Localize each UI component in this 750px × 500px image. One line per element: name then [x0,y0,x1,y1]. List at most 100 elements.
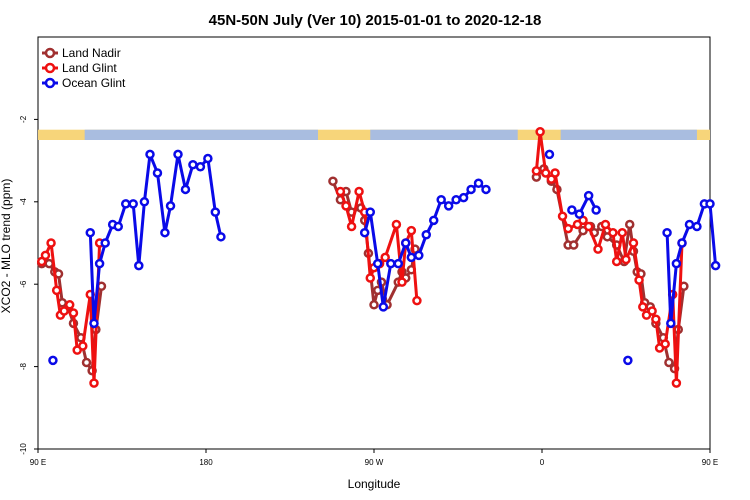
data-point [400,238,411,248]
data-point [68,308,79,318]
data-point [85,227,96,238]
x-axis: 90 E 180 90 W 0 90 E [30,449,718,467]
data-point [152,168,163,178]
data-point [563,223,573,234]
data-point [436,194,446,205]
data-point [406,252,417,263]
data-point [624,219,635,230]
ocean-bar-segment [560,129,697,140]
data-point [662,227,672,238]
legend-marker [44,62,56,74]
y-tick-label: -8 [19,362,28,370]
data-point [583,190,594,201]
y-tick-label: -6 [19,280,28,288]
y-axis: -2 -4 -6 -8 -10 [19,115,38,455]
data-point [473,178,484,189]
data-point [638,302,648,312]
y-axis-label: XCO2 - MLO trend (ppm) [0,179,13,314]
data-point [557,211,568,221]
data-point [128,199,138,209]
data-point [481,184,491,195]
data-point [165,201,176,211]
data-point [531,166,542,176]
data-point [48,355,58,366]
data-point [203,153,213,164]
data-point [664,357,674,368]
data-point [188,159,198,170]
data-point [651,314,661,324]
ocean-bar-segment [84,129,319,140]
data-point [458,192,469,203]
data-point [359,227,370,238]
data-point [195,162,206,172]
data-point [145,149,155,160]
data-point [113,221,124,232]
data-point [623,355,633,366]
data-point [365,207,376,217]
x-tick-label: 90 E [702,458,718,467]
x-tick-label: 180 [199,458,213,467]
data-point [544,149,555,160]
x-tick-label: 90 E [30,458,46,467]
data-point [591,205,601,215]
data-point [671,378,682,388]
data-point [692,221,702,232]
data-point [346,221,357,232]
data-point [335,186,346,197]
legend-marker [44,77,56,89]
data-point [397,277,407,287]
data-point [64,300,75,310]
legend-label: Land Nadir [62,46,121,60]
data-point [354,186,364,197]
series-layer [36,127,721,388]
data-point [160,227,170,238]
data-point [540,168,551,178]
series-line [88,152,223,325]
data-point [51,285,62,296]
data-point [421,230,432,240]
data-point [406,225,417,236]
x-tick-label: 90 W [365,458,384,467]
data-point [78,341,88,351]
data-point [89,318,99,329]
data-point [210,207,221,217]
data-point [593,244,603,254]
data-point [44,258,54,269]
data-point [628,238,639,248]
data-point [134,260,144,271]
data-point [617,227,628,238]
data-point [380,252,390,263]
ocean-bar-segment [370,129,518,140]
data-point [341,201,351,211]
data-point [173,149,183,160]
data-point [583,221,594,232]
data-point [414,250,424,261]
chart-title: 45N-50N July (Ver 10) 2015-01-01 to 2020… [209,12,542,29]
data-point [567,205,577,215]
data-point [550,168,560,178]
data-point [634,275,644,285]
land-ocean-bar [38,129,710,140]
data-point [378,302,389,312]
series-1 [36,127,687,388]
data-point [466,184,476,195]
data-point [369,300,379,310]
data-point [443,201,454,211]
series-2 [48,149,721,366]
data-point [611,256,622,267]
data-point [671,258,682,269]
data-point [40,250,51,261]
data-point [139,197,150,207]
data-point [120,199,131,209]
data-point [677,238,687,248]
data-point [660,339,670,349]
data-point [412,295,422,306]
data-point [365,273,376,283]
x-tick-label: 0 [540,458,545,467]
y-tick-label: -4 [19,198,28,206]
data-point [386,258,396,269]
data-point [59,306,69,316]
legend-marker [44,47,56,59]
